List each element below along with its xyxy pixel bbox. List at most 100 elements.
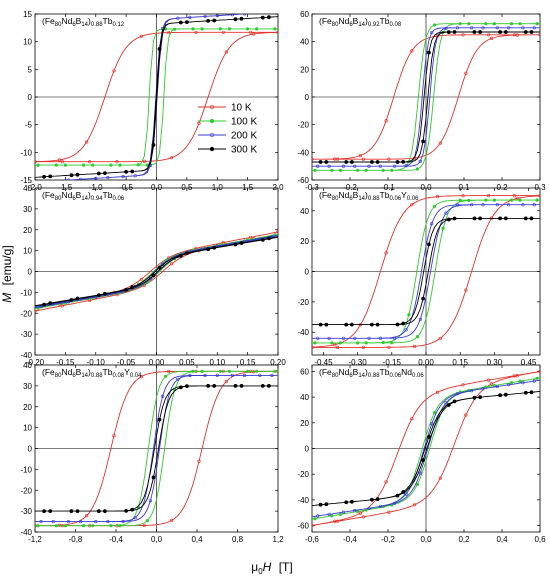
data-point — [467, 198, 471, 203]
data-point — [78, 519, 83, 524]
data-point — [191, 369, 195, 373]
y-tick-label: -60 — [297, 176, 309, 185]
data-point — [438, 141, 442, 145]
y-tick-label: 40 — [300, 207, 309, 216]
data-point — [63, 524, 67, 528]
data-point — [249, 30, 253, 34]
data-point — [338, 341, 343, 345]
panel-title-part: Nd — [61, 190, 72, 200]
data-point — [66, 519, 70, 524]
panel-title-part: 0.88 — [368, 373, 380, 379]
data-point — [464, 413, 468, 417]
data-point — [243, 14, 247, 16]
data-point — [529, 216, 534, 221]
panel-title-part: 14 — [358, 196, 365, 202]
panel-title-part: Nd — [338, 367, 349, 377]
data-point — [215, 373, 219, 378]
x-tick-label: 0.00 — [418, 358, 434, 367]
panel-title-part: 6 — [349, 373, 353, 379]
data-point — [430, 422, 434, 426]
data-point — [338, 512, 343, 516]
data-point — [224, 50, 228, 54]
panel-title: (Fe80Nd6B14)0.88Tb0.08Y0.04 — [42, 367, 142, 379]
data-point — [503, 392, 508, 397]
data-point — [42, 302, 47, 307]
data-point — [461, 383, 465, 387]
data-point — [81, 163, 86, 167]
data-point — [60, 160, 64, 164]
data-point — [384, 251, 388, 255]
panel-title-part: (Fe — [42, 190, 55, 200]
data-point — [212, 18, 217, 23]
data-point — [57, 523, 61, 527]
data-point — [260, 383, 265, 388]
data-point — [507, 203, 511, 207]
x-tick-label: 0.00 — [149, 358, 165, 367]
data-point — [218, 27, 222, 31]
data-point — [395, 160, 400, 164]
data-point — [444, 211, 448, 215]
series-line-10k — [312, 195, 540, 348]
x-tick-label: -1.0 — [89, 183, 103, 192]
data-point — [532, 26, 536, 30]
data-point — [164, 374, 168, 378]
data-point — [75, 296, 80, 301]
x-tick-label: 0,2 — [458, 535, 470, 544]
x-tick-label: -0.15 — [383, 358, 402, 367]
y-tick-label: 10 — [23, 247, 32, 256]
panel-title-part: Y — [401, 190, 407, 200]
data-point — [401, 159, 406, 164]
data-point — [212, 245, 217, 250]
x-tick-label: 0,6 — [534, 535, 546, 544]
panel-title-part: 0.08 — [112, 373, 124, 379]
data-point — [413, 503, 417, 507]
x-tick-label: 0.30 — [487, 358, 503, 367]
data-point — [66, 178, 70, 180]
panel-title-part: ) — [365, 16, 368, 26]
data-point — [446, 30, 451, 34]
data-point — [375, 322, 380, 327]
panel-title-part: Nd — [338, 190, 349, 200]
x-tick-label: 1.0 — [212, 183, 224, 192]
x-tick-label: -0,2 — [381, 535, 395, 544]
data-point — [353, 164, 357, 168]
panel-title-part: ) — [88, 367, 91, 377]
panel-title-part: B — [353, 16, 359, 26]
data-point — [418, 159, 422, 163]
data-point — [136, 163, 140, 167]
panel-title-part: Tb — [103, 190, 113, 200]
y-tick-label: -20 — [297, 470, 309, 479]
data-point — [455, 392, 460, 396]
panel-title-part: 0.92 — [368, 22, 380, 28]
legend-swatch-marker — [209, 104, 215, 110]
data-point — [266, 383, 271, 388]
data-point — [327, 336, 331, 340]
y-tick-label: 60 — [300, 10, 309, 19]
x-tick-label: 0.20 — [270, 358, 286, 367]
panel-title-part: B — [76, 190, 82, 200]
panel-title-part: 0.06 — [389, 196, 401, 202]
data-point — [79, 177, 83, 180]
panel-title-part: Tb — [103, 367, 113, 377]
data-point — [184, 20, 189, 25]
data-point — [378, 336, 383, 340]
data-point — [118, 524, 122, 528]
data-point — [42, 174, 47, 179]
data-point — [387, 510, 391, 514]
y-tick-label: 10 — [23, 424, 32, 433]
data-point — [426, 50, 431, 55]
data-point — [341, 164, 346, 168]
legend-swatch-marker — [209, 146, 215, 152]
data-point — [495, 384, 499, 389]
data-point — [260, 237, 265, 242]
y-tick-label: 0 — [305, 445, 310, 454]
panel-title: (Fe80Nd6B14)0.88Tb0.12 — [42, 16, 125, 28]
data-point — [178, 20, 183, 25]
data-point — [349, 499, 354, 504]
data-point — [438, 336, 442, 340]
data-point — [441, 226, 445, 230]
data-point — [452, 216, 457, 221]
data-point — [121, 519, 125, 524]
y-tick-label: -20 — [297, 121, 309, 130]
data-point — [387, 157, 391, 161]
